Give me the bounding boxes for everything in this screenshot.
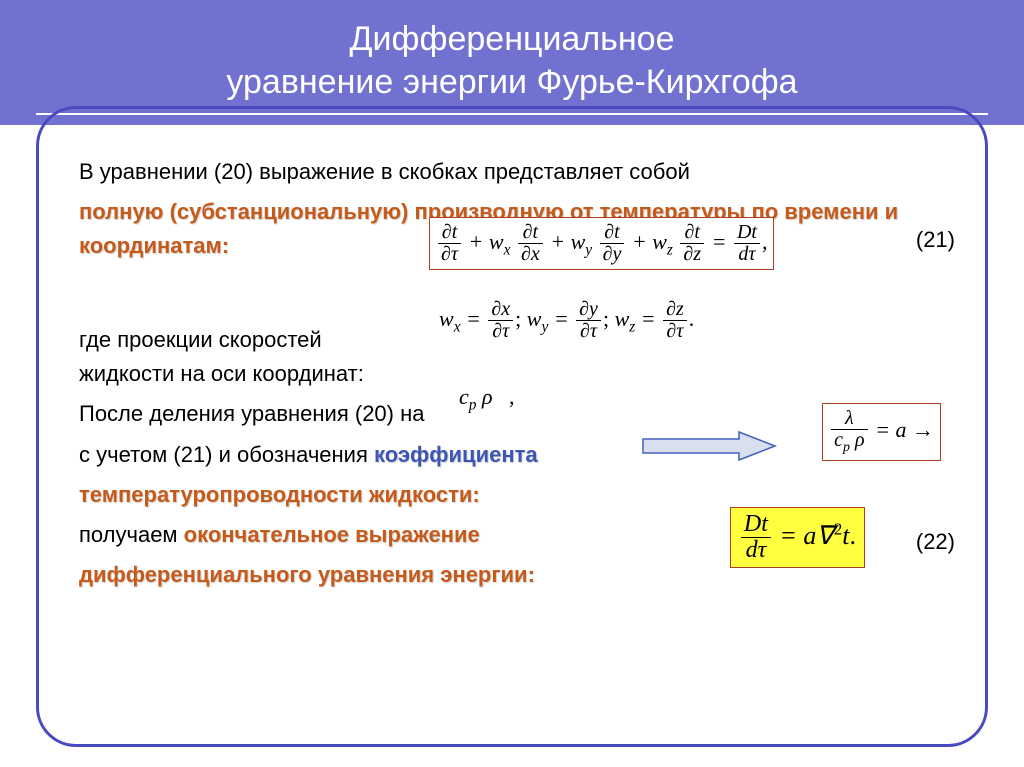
- paragraph-4-lead: с учетом (21) и обозначения: [79, 442, 374, 467]
- content-card: В уравнении (20) выражение в скобках пре…: [36, 106, 988, 747]
- title-line-2: уравнение энергии Фурье-Кирхгофа: [20, 61, 1004, 104]
- equation-22-box: Dtdτ = a∇2t.: [730, 507, 865, 568]
- cp-rho-term: cp ρ ,: [459, 384, 515, 414]
- equation-21: ∂t∂τ + wx ∂t∂x + wy ∂t∂y + wz ∂t∂z = Dtd…: [436, 229, 767, 254]
- equation-22-number: (22): [916, 529, 955, 555]
- paragraph-2-line2: жидкости на оси координат:: [79, 357, 951, 391]
- paragraph-4: с учетом (21) и обозначения коэффициента: [79, 438, 951, 472]
- paragraph-3: После деления уравнения (20) на: [79, 397, 951, 431]
- paragraph-3-lead: После деления уравнения (20) на: [79, 401, 425, 426]
- paragraph-7-emphasis: дифференциального уравнения энергии:: [79, 562, 535, 587]
- title-line-1: Дифференциальное: [20, 18, 1004, 61]
- paragraph-5-emphasis: температуропроводности жидкости:: [79, 482, 480, 507]
- velocity-equations: wx = ∂x∂τ; wy = ∂y∂τ; wz = ∂z∂τ.: [439, 299, 694, 342]
- thermal-diffusivity-box: λcp ρ = a →: [822, 403, 941, 461]
- equation-21-number: (21): [916, 227, 955, 253]
- paragraph-4-blue: коэффициента: [374, 442, 538, 467]
- equation-21-box: ∂t∂τ + wx ∂t∂x + wy ∂t∂y + wz ∂t∂z = Dtd…: [429, 217, 774, 270]
- paragraph-6-lead: получаем: [79, 522, 184, 547]
- paragraph-1-lead: В уравнении (20) выражение в скобках пре…: [79, 155, 951, 189]
- paragraph-6-emphasis: окончательное выражение: [184, 522, 480, 547]
- arrow-icon: [639, 429, 779, 463]
